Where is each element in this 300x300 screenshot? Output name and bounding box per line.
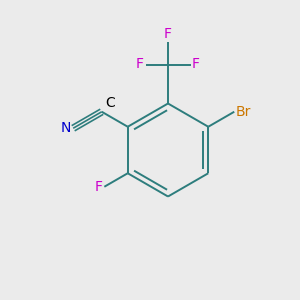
Text: N: N xyxy=(60,121,71,135)
Text: Br: Br xyxy=(236,105,251,119)
Text: F: F xyxy=(164,26,172,40)
Text: C: C xyxy=(105,96,115,110)
Text: F: F xyxy=(95,180,103,194)
Text: F: F xyxy=(192,58,200,71)
Text: F: F xyxy=(136,58,144,71)
